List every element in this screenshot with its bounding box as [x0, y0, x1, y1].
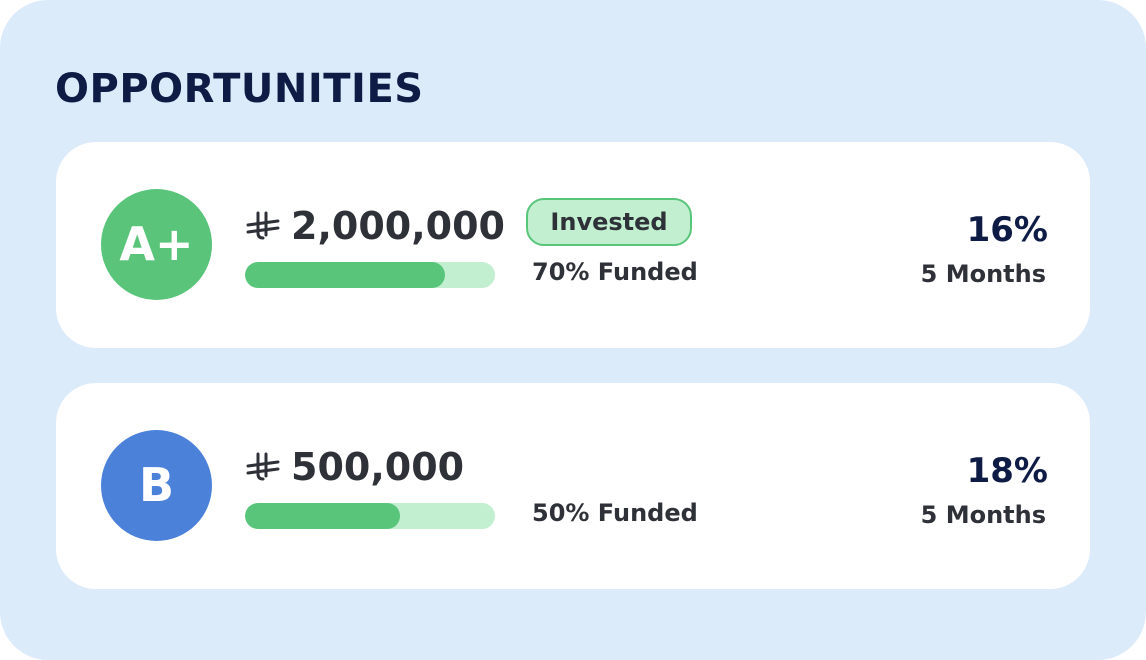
funding-progress-bar — [245, 503, 495, 529]
opportunity-card[interactable]: A+ 2,000,000 Invested 70% Funded 16% 5 M… — [56, 142, 1090, 348]
amount: 500,000 — [245, 445, 464, 489]
return-rate: 18% — [966, 451, 1048, 491]
funded-percentage: 50% Funded — [532, 499, 698, 527]
amount-value: 500,000 — [291, 445, 465, 489]
invested-badge: Invested — [526, 198, 692, 246]
funding-progress-fill — [245, 503, 400, 529]
opportunity-card[interactable]: B 500,000 50% Funded 18% 5 Months — [56, 383, 1090, 589]
term-length: 5 Months — [920, 260, 1046, 288]
funding-progress-bar — [245, 262, 495, 288]
saudi-riyal-icon — [246, 452, 280, 481]
saudi-riyal-icon — [246, 211, 280, 240]
funding-progress-fill — [245, 262, 445, 288]
funded-percentage: 70% Funded — [532, 258, 698, 286]
grade-badge: B — [101, 430, 212, 541]
amount-value: 2,000,000 — [291, 204, 505, 248]
term-length: 5 Months — [920, 501, 1046, 529]
grade-badge: A+ — [101, 189, 212, 300]
return-rate: 16% — [966, 210, 1048, 250]
section-title: OPPORTUNITIES — [55, 66, 424, 112]
amount: 2,000,000 — [245, 204, 505, 248]
